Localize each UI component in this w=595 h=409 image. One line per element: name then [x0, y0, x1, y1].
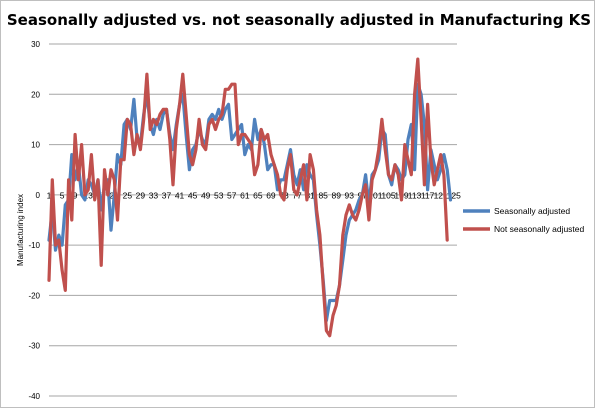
y-tick-label: 20: [31, 90, 40, 99]
x-tick-label: 37: [162, 190, 172, 200]
chart-title: Seasonally adjusted vs. not seasonally a…: [7, 11, 591, 29]
x-tick-label: 117: [421, 190, 435, 200]
x-tick-label: 45: [188, 190, 198, 200]
x-tick-label: 5: [60, 190, 65, 200]
x-tick-label: 65: [253, 190, 263, 200]
legend: Seasonally adjusted Not seasonally adjust…: [463, 206, 585, 234]
y-axis-label: Manufacturing index: [16, 194, 25, 266]
x-tick-label: 113: [408, 190, 422, 200]
y-tick-layer: -40 -30 -20 -10 0 10 20 30: [28, 40, 40, 401]
x-tick-label: 25: [123, 190, 133, 200]
x-tick-label: 93: [345, 190, 355, 200]
legend-label-2: Not seasonally adjusted: [494, 224, 585, 234]
x-tick-label: 89: [331, 190, 341, 200]
x-tick-label: 49: [201, 190, 211, 200]
x-tick-label: 33: [149, 190, 159, 200]
y-tick-label: -40: [28, 392, 40, 401]
y-tick-label: 10: [31, 141, 40, 150]
y-tick-label: -10: [28, 241, 40, 250]
x-tick-label: 101: [368, 190, 382, 200]
x-tick-label: 57: [227, 190, 237, 200]
x-tick-label: 13: [83, 190, 93, 200]
series-layer: [47, 57, 453, 338]
y-tick-label: -20: [28, 291, 40, 300]
y-tick-label: 0: [36, 191, 41, 200]
x-tick-label: 121: [434, 190, 448, 200]
x-tick-label: 81: [305, 190, 315, 200]
x-tick-label: 29: [136, 190, 146, 200]
x-tick-label: 53: [214, 190, 224, 200]
legend-label-1: Seasonally adjusted: [494, 206, 570, 216]
x-tick-label: 9: [73, 190, 78, 200]
series-line-2: [47, 57, 449, 338]
x-tick-label: 17: [96, 190, 106, 200]
y-tick-label: -30: [28, 342, 40, 351]
x-tick-label: 41: [175, 190, 185, 200]
x-tick-label: 105: [381, 190, 395, 200]
x-tick-label: 69: [266, 190, 276, 200]
x-tick-label: 125: [447, 190, 461, 200]
x-tick-label: 61: [240, 190, 250, 200]
series-line-1: [47, 82, 453, 323]
y-tick-label: 30: [31, 40, 40, 49]
x-tick-label: 1: [47, 190, 52, 200]
x-tick-label: 85: [318, 190, 328, 200]
x-tick-layer: 1 5 9 13 17 21 25 29 33 37 41 45 49 53 57 61 65 69 73 77 81 8…: [47, 190, 461, 200]
